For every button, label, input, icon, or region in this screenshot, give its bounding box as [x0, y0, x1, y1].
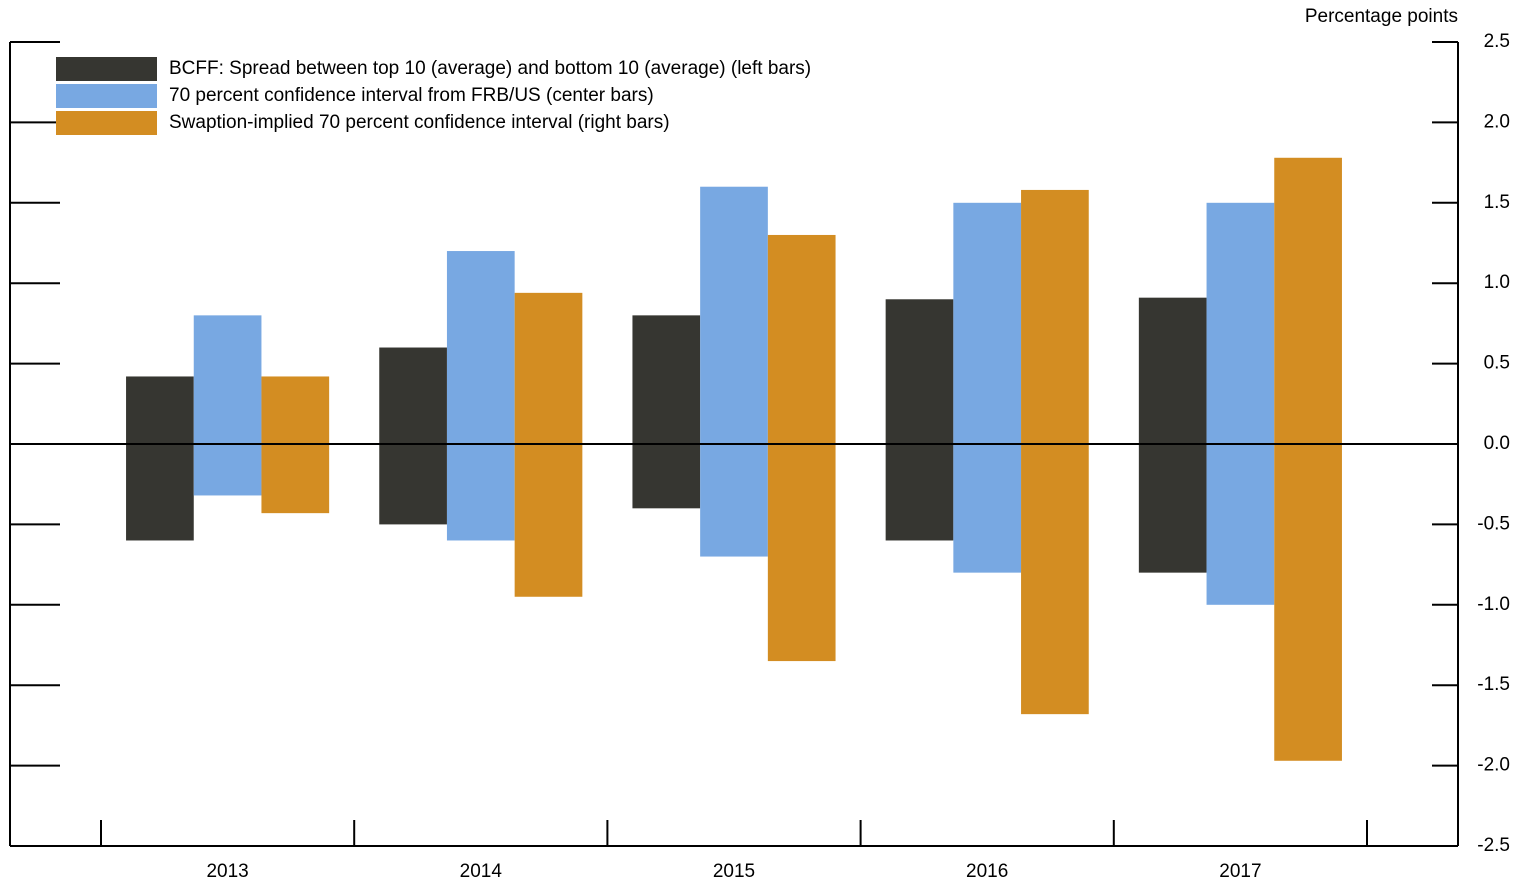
bar — [953, 202, 1022, 573]
bar — [193, 315, 262, 496]
bar — [379, 347, 447, 525]
legend-label: Swaption-implied 70 percent confidence i… — [169, 112, 670, 133]
legend-swatch — [56, 57, 157, 81]
bar — [1206, 202, 1275, 605]
x-tick-label: 2015 — [713, 861, 755, 882]
bar — [1138, 297, 1207, 573]
x-tick-label: 2013 — [206, 861, 248, 882]
bar — [126, 376, 194, 541]
bar — [767, 234, 836, 662]
y-tick-label: -1.0 — [1477, 594, 1510, 615]
x-tick-label: 2017 — [1219, 861, 1261, 882]
y-tick-label: -2.5 — [1477, 835, 1510, 856]
x-tick-label: 2016 — [966, 861, 1008, 882]
bar — [446, 251, 515, 541]
legend-swatch — [56, 111, 157, 135]
legend-swatch — [56, 84, 157, 108]
y-tick-label: 1.5 — [1484, 192, 1510, 213]
y-tick-label: -0.5 — [1477, 513, 1510, 534]
y-tick-label: -1.5 — [1477, 674, 1510, 695]
y-tick-label: 1.0 — [1484, 272, 1510, 293]
y-tick-label: 0.0 — [1484, 433, 1510, 454]
bar — [885, 299, 954, 541]
y-tick-label: 2.5 — [1484, 31, 1510, 52]
y-tick-label: 2.0 — [1484, 111, 1510, 132]
y-tick-label: 0.5 — [1484, 353, 1510, 374]
unit-label: Percentage points — [1305, 6, 1458, 27]
legend-label: BCFF: Spread between top 10 (average) an… — [169, 58, 811, 79]
legend-label: 70 percent confidence interval from FRB/… — [169, 85, 654, 106]
bar — [1021, 189, 1089, 715]
y-tick-label: -2.0 — [1477, 755, 1510, 776]
x-tick-label: 2014 — [460, 861, 503, 882]
bar — [1274, 157, 1342, 761]
bar — [700, 186, 768, 557]
bar — [632, 315, 701, 509]
